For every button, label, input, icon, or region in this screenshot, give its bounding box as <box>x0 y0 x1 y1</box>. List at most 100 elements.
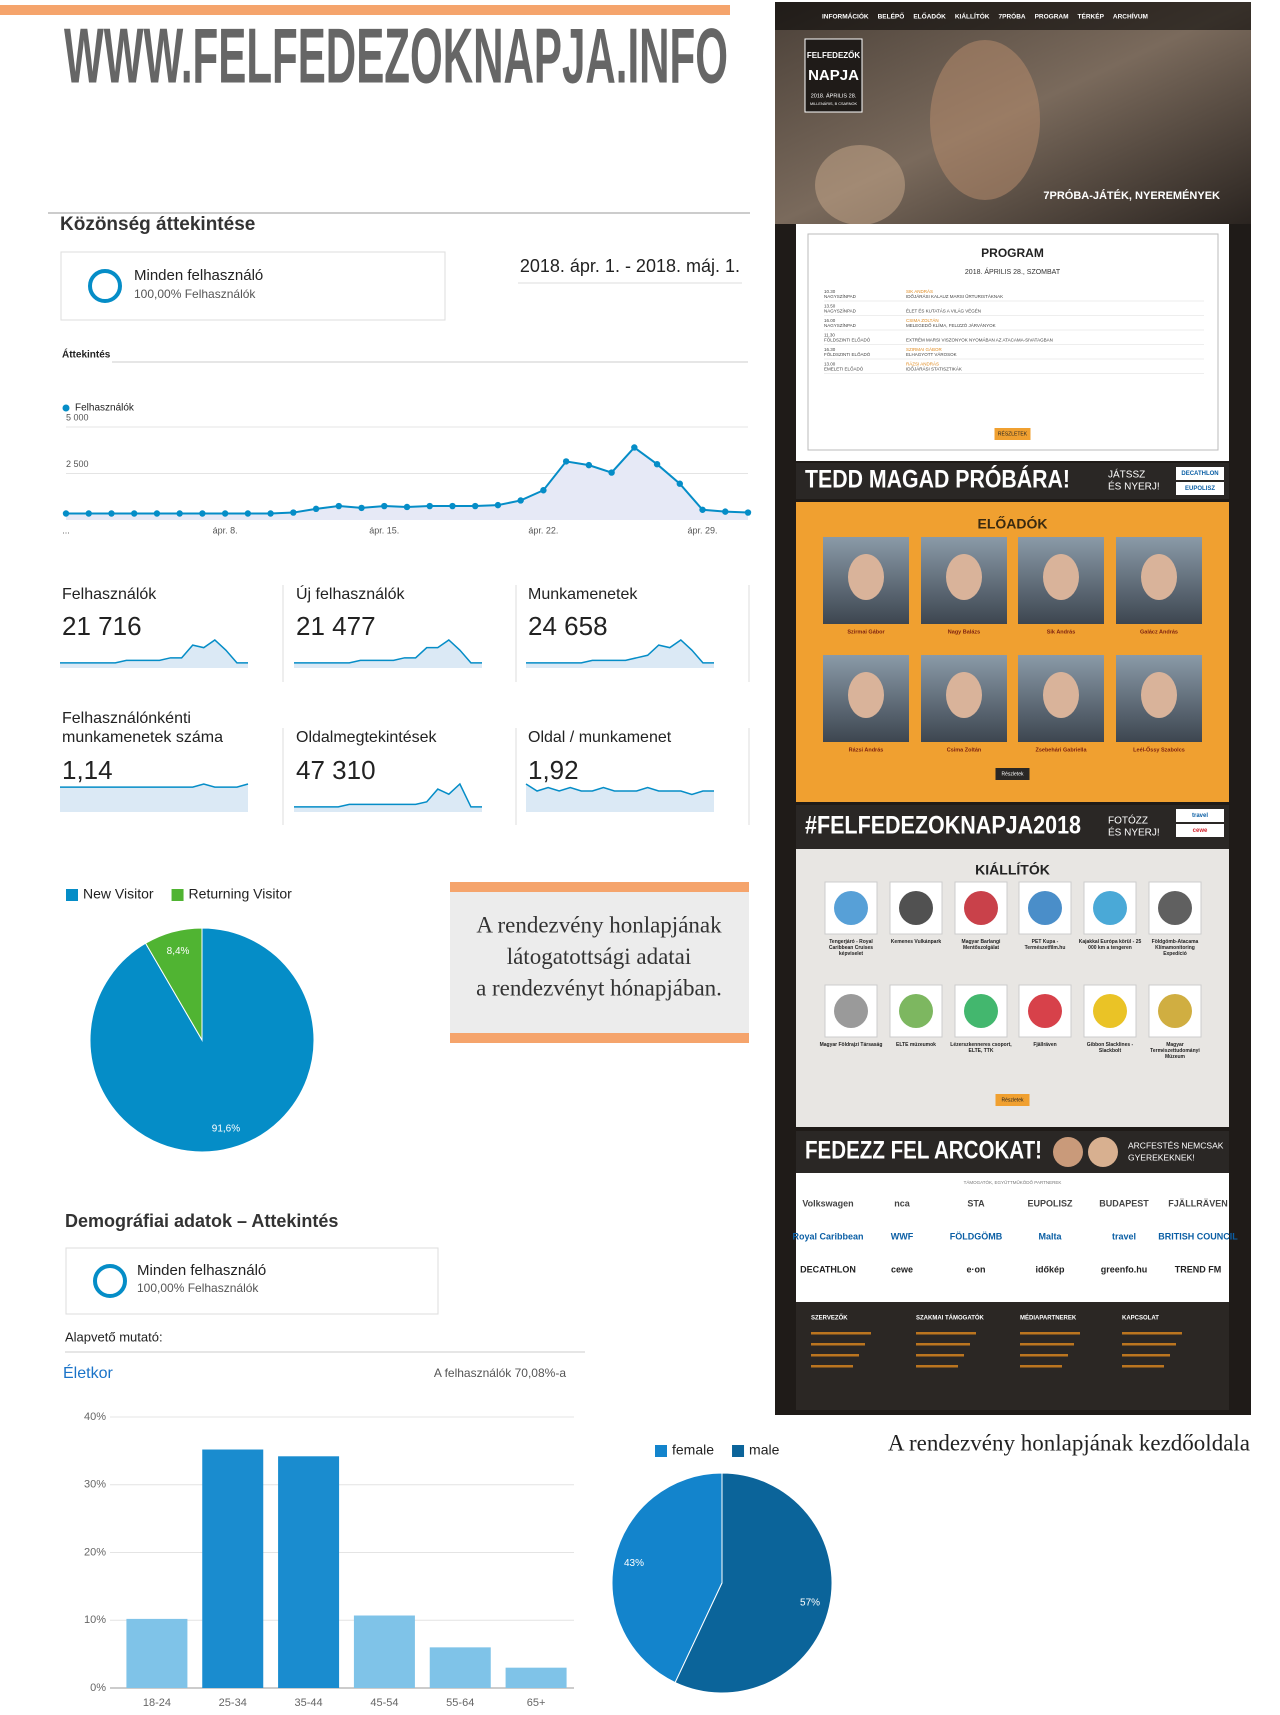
footer-link <box>1020 1365 1062 1368</box>
footer-link <box>1020 1332 1080 1335</box>
program-time: 13.50 <box>824 304 836 309</box>
point <box>676 480 683 487</box>
exhibitor-name: Magyar Földrajzi Társaság <box>819 1042 883 1048</box>
speaker-name: Zsebehári Gabriella <box>1035 747 1087 753</box>
footer-heading: SZAKMAI TÁMOGATÓK <box>916 1314 985 1322</box>
partner-logo: EUPOLISZ <box>1027 1198 1073 1208</box>
legend-label: Returning Visitor <box>189 886 293 902</box>
bar <box>505 1667 567 1688</box>
program-time: 10.30 <box>824 289 836 294</box>
slice-label: 8,4% <box>167 946 190 957</box>
point <box>312 505 320 513</box>
speakers-button <box>995 768 1030 780</box>
partner-logo: DECATHLON <box>800 1264 856 1274</box>
point <box>221 510 229 517</box>
logo-date: 2018. ÁPRILIS 28. <box>811 92 857 99</box>
x-tick-label: 25-34 <box>219 1697 247 1709</box>
slice <box>674 1472 833 1694</box>
legend-marker <box>62 404 70 412</box>
program-speaker: CSIMA ZOLTÁN <box>906 317 939 323</box>
sponsor-name: travel <box>1192 813 1208 819</box>
legend-swatch <box>171 889 184 901</box>
metric-value: 21 477 <box>296 611 376 641</box>
legend-label: Felhasználók <box>75 403 135 414</box>
footer-link <box>1122 1343 1176 1346</box>
banner-title: #FELFEDEZOKNAPJA2018 <box>805 812 1081 840</box>
button-label: RÉSZLETEK <box>998 430 1028 437</box>
program-time: 13.00 <box>824 362 836 367</box>
metric-label: Felhasználók <box>62 586 157 603</box>
program-topic: ELHAGYOTT VÁROSOK <box>906 351 957 357</box>
y-tick-label: 30% <box>84 1479 106 1491</box>
footer-link <box>811 1365 853 1368</box>
x-tick-label: ... <box>62 525 70 535</box>
nav-item: KIÁLLÍTÓK <box>955 12 990 21</box>
section-heading: ELŐADÓK <box>978 515 1048 532</box>
slice-label: 43% <box>624 1558 644 1569</box>
bar <box>429 1647 491 1688</box>
slice-label: 57% <box>800 1597 820 1608</box>
exhibitor-mark <box>1093 994 1127 1028</box>
exhibitor-name: PET Kupa - Természetfilm.hu <box>1024 939 1066 951</box>
program-topic: IDŐJÁRÁSI KALAUZ MARSI ŰRTURISTÁKNAK <box>906 293 1003 299</box>
speaker-face <box>848 554 884 600</box>
metric-value: 24 658 <box>528 611 608 641</box>
banner-title: FEDEZZ FEL ARCOKAT! <box>805 1137 1042 1165</box>
metric-label: Oldalmegtekintések <box>296 729 437 746</box>
nav-item: ARCHÍVUM <box>1113 12 1148 21</box>
logo-box <box>804 38 863 113</box>
y-tick-label: 10% <box>84 1614 106 1626</box>
partner-logo: BUDAPEST <box>1099 1198 1149 1208</box>
footer-link <box>916 1365 958 1368</box>
caption-line: A rendezvény honlapjának <box>476 912 722 937</box>
point <box>85 510 92 517</box>
point <box>131 510 138 517</box>
program-topic: IDŐJÁRÁSI STATISZTIKÁK <box>906 366 962 372</box>
footer-link <box>811 1343 865 1346</box>
footer-heading: KAPCSOLAT <box>1122 1316 1159 1322</box>
point <box>381 502 388 510</box>
metric-value: 1,92 <box>528 755 579 785</box>
page-title: WWW.FELFEDEZOKNAPJA.INFO <box>64 12 728 100</box>
point <box>449 502 456 510</box>
partner-logo: STA <box>967 1198 985 1208</box>
x-tick-label: ápr. 15. <box>369 525 399 535</box>
banner <box>796 805 1229 849</box>
point <box>608 469 615 476</box>
sponsor-badge <box>1176 809 1224 822</box>
exhibitor-name: Tengerjáró - Royal Caribbean Cruises kép… <box>828 939 874 957</box>
section-title: Demográfiai adatok – Attekintés <box>65 1211 338 1231</box>
speaker-name: Nagy Balázs <box>948 629 980 635</box>
y-tick-label: 5 000 <box>66 412 89 422</box>
legend-swatch <box>655 1445 667 1457</box>
exhibitors-button <box>995 1094 1030 1106</box>
slice <box>144 927 203 1042</box>
sponsor-badge <box>1176 824 1224 837</box>
point <box>653 461 661 468</box>
sparkline <box>60 783 249 788</box>
partner-logo: időkép <box>1035 1264 1065 1274</box>
partner-logo: TREND FM <box>1175 1264 1222 1274</box>
footer-link <box>811 1332 871 1335</box>
sparkline <box>525 783 714 796</box>
exhibitor-name: ELTE múzeumok <box>896 1042 936 1048</box>
metric-value: 21 716 <box>62 611 142 641</box>
hero-figure <box>815 145 905 225</box>
caption-bar <box>450 1033 749 1043</box>
exhibitor-name: Magyar Barlangi Mentőszolgálat <box>961 939 1001 951</box>
metric-label: Munkamenetek <box>528 586 638 603</box>
hero-caption: 7PRÓBA-JÁTÉK, NYEREMÉNYEK <box>1043 189 1220 202</box>
partners-panel <box>796 1173 1229 1302</box>
program-topic: MELEGEDŐ KLÍMA, FELIZZÓ JÁRVÁNYOK <box>906 322 996 328</box>
footer-heading: MÉDIAPARTNEREK <box>1020 1314 1077 1322</box>
footer-link <box>1122 1365 1164 1368</box>
exhibitor-logo <box>954 984 1008 1038</box>
partner-logo: greenfo.hu <box>1101 1264 1148 1274</box>
program-title: PROGRAM <box>981 246 1044 260</box>
slice-label: 91,6% <box>212 1123 240 1134</box>
metric-value: 47 310 <box>296 755 376 785</box>
point <box>426 502 433 510</box>
nav-item: 7PRÓBA <box>999 12 1026 21</box>
point <box>403 503 411 511</box>
point <box>699 506 706 513</box>
